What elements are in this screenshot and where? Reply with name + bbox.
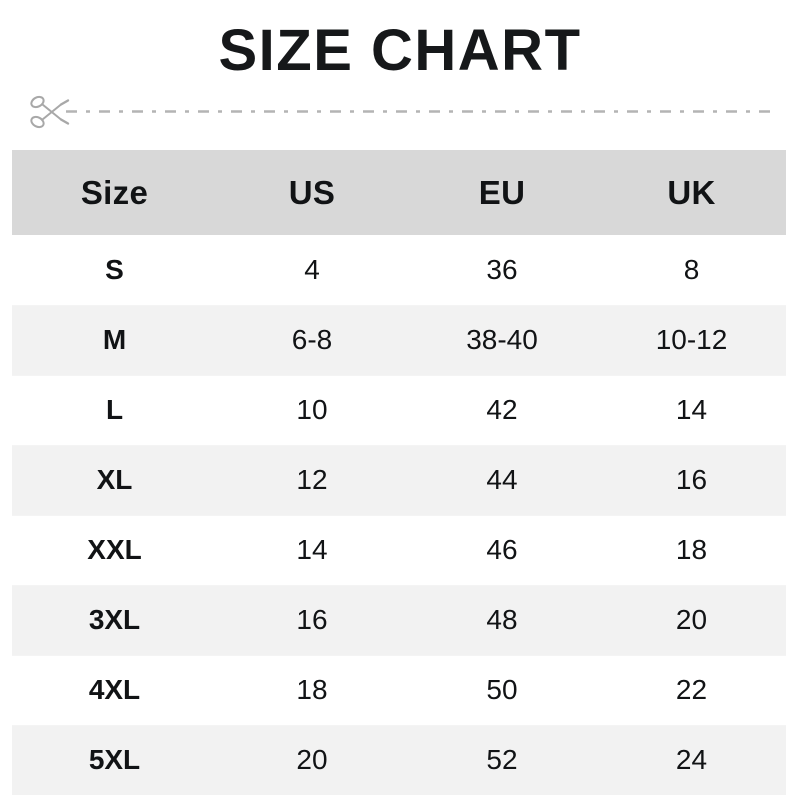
- page-title-container: SIZE CHART: [0, 0, 800, 96]
- cell-us: 6-8: [217, 305, 407, 376]
- page-title: SIZE CHART: [218, 18, 582, 83]
- cell-eu: 48: [407, 585, 597, 656]
- table-row: 4XL 18 50 22: [12, 655, 786, 726]
- cell-uk: 20: [597, 585, 786, 656]
- cell-size: 4XL: [12, 655, 217, 726]
- cell-size: 5XL: [12, 725, 217, 795]
- cell-eu: 44: [407, 445, 597, 516]
- cell-us: 14: [217, 515, 407, 586]
- column-header-size: Size: [12, 150, 217, 235]
- cell-uk: 18: [597, 515, 786, 586]
- cell-us: 20: [217, 725, 407, 795]
- cell-eu: 50: [407, 655, 597, 726]
- cell-eu: 36: [407, 235, 597, 306]
- table-row: S 4 36 8: [12, 235, 786, 306]
- column-header-eu: EU: [407, 150, 597, 235]
- table-row: XL 12 44 16: [12, 445, 786, 516]
- cell-uk: 8: [597, 235, 786, 306]
- cell-uk: 10-12: [597, 305, 786, 376]
- table-body: S 4 36 8 M 6-8 38-40 10-12 L 10 42 14 XL…: [12, 235, 786, 795]
- cell-uk: 24: [597, 725, 786, 795]
- cell-us: 10: [217, 375, 407, 446]
- cell-uk: 16: [597, 445, 786, 516]
- cell-uk: 14: [597, 375, 786, 446]
- cell-uk: 22: [597, 655, 786, 726]
- cut-line: [0, 92, 800, 132]
- table-row: 3XL 16 48 20: [12, 585, 786, 656]
- cell-size: XL: [12, 445, 217, 516]
- table-row: L 10 42 14: [12, 375, 786, 446]
- table-header-row: Size US EU UK: [12, 150, 786, 235]
- cell-eu: 38-40: [407, 305, 597, 376]
- table-row: XXL 14 46 18: [12, 515, 786, 586]
- cell-eu: 52: [407, 725, 597, 795]
- column-header-us: US: [217, 150, 407, 235]
- scissors-icon: [30, 95, 70, 129]
- dashed-cut-line: [66, 110, 778, 113]
- cell-eu: 42: [407, 375, 597, 446]
- table-header: Size US EU UK: [12, 150, 786, 235]
- table-row: M 6-8 38-40 10-12: [12, 305, 786, 376]
- cell-us: 16: [217, 585, 407, 656]
- cell-us: 4: [217, 235, 407, 306]
- cell-us: 18: [217, 655, 407, 726]
- size-chart-table: Size US EU UK S 4 36 8 M 6-8 38-40 10-12…: [12, 150, 786, 795]
- cell-us: 12: [217, 445, 407, 516]
- cell-size: XXL: [12, 515, 217, 586]
- table-row: 5XL 20 52 24: [12, 725, 786, 795]
- cell-eu: 46: [407, 515, 597, 586]
- cell-size: L: [12, 375, 217, 446]
- cell-size: M: [12, 305, 217, 376]
- cell-size: S: [12, 235, 217, 306]
- cell-size: 3XL: [12, 585, 217, 656]
- column-header-uk: UK: [597, 150, 786, 235]
